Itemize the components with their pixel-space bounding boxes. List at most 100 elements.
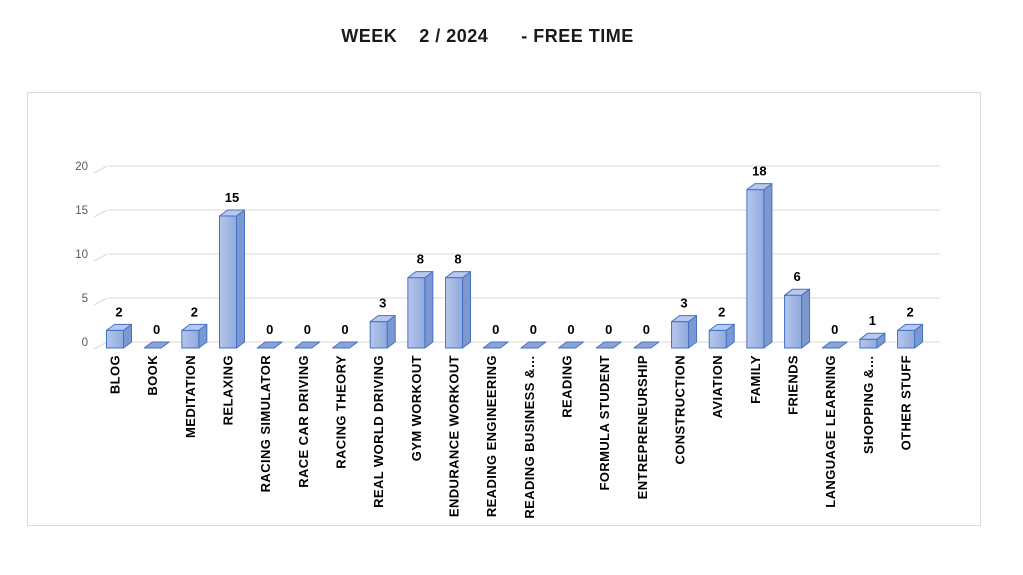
bar-zero-marker — [332, 341, 359, 349]
y-axis-tick-label: 10 — [75, 249, 88, 261]
bar-front-face — [106, 329, 124, 349]
y-axis-tick-label: 0 — [82, 337, 88, 349]
category-label: READING — [560, 355, 575, 418]
bar-front-face — [746, 189, 765, 349]
category-label: RELAXING — [221, 355, 236, 425]
bar-endurance-workout — [445, 271, 472, 349]
bar-other-stuff — [897, 323, 924, 349]
bar-real-world-driving — [369, 315, 396, 349]
category-label: GYM WORKOUT — [409, 355, 424, 461]
gridline-depth-tick — [93, 253, 108, 262]
gridline-depth-tick — [93, 341, 108, 350]
bar-value-label: 0 — [304, 322, 311, 337]
bar-reading-business — [520, 341, 547, 349]
bar-top-face — [859, 332, 886, 340]
bar-zero-marker — [520, 341, 547, 349]
bar-front-face — [708, 329, 727, 349]
bar-family — [746, 183, 773, 349]
bar-top-face — [784, 288, 811, 296]
category-label: FORMULA STUDENT — [597, 355, 612, 491]
bar-zero-marker — [558, 341, 585, 349]
bar-meditation — [181, 323, 208, 349]
category-label: BOOK — [145, 355, 160, 396]
bar-top-face — [106, 323, 132, 331]
gridline-depth-tick — [93, 165, 108, 174]
bar-race-car-driving — [294, 341, 321, 349]
category-label: ENDURANCE WORKOUT — [447, 355, 462, 517]
y-axis-tick-label: 15 — [75, 205, 88, 217]
bar-value-label: 0 — [831, 322, 838, 337]
bar-top-face — [746, 183, 773, 191]
bar-top-face — [897, 323, 924, 331]
bar-value-label: 3 — [680, 296, 687, 311]
bar-aviation — [708, 323, 735, 349]
category-label: RACE CAR DRIVING — [296, 355, 311, 488]
bar-value-label: 6 — [793, 269, 800, 284]
bar-chart-plot: 051015202BLOG0BOOK2MEDITATION15RELAXING0… — [75, 161, 940, 519]
bar-construction — [671, 315, 698, 349]
y-axis-tick-label: 20 — [75, 161, 88, 173]
bar-value-label: 18 — [752, 164, 766, 179]
bar-book — [143, 341, 170, 349]
bar-shopping — [859, 332, 886, 349]
category-label: SHOPPING &… — [861, 355, 876, 454]
bar-reading-engineering — [482, 341, 509, 349]
category-label: READING BUSINESS &… — [522, 355, 537, 519]
bar-blog — [106, 323, 132, 349]
bar-racing-theory — [332, 341, 359, 349]
bar-racing-simulator — [256, 341, 283, 349]
bar-formula-student — [595, 341, 622, 349]
bar-language-learning — [821, 341, 848, 349]
category-label: FAMILY — [748, 355, 763, 404]
bar-gym-workout — [407, 271, 434, 349]
category-label: CONSTRUCTION — [673, 355, 688, 465]
bar-front-face — [671, 321, 690, 349]
bar-top-face — [219, 209, 246, 217]
category-label: OTHER STUFF — [899, 355, 914, 450]
y-axis-tick-label: 5 — [82, 293, 88, 305]
bar-relaxing — [219, 209, 246, 349]
chart-frame: 0 5 10 15 20 2 BLOG 0 BOOK 2 MEDITATION 15 RELAXING 0… — [27, 92, 981, 526]
bar-side-face — [763, 183, 773, 349]
bar-value-label: 0 — [153, 322, 160, 337]
bar-zero-marker — [595, 341, 622, 349]
bar-value-label: 2 — [191, 304, 198, 319]
bar-value-label: 3 — [379, 296, 386, 311]
chart-title: WEEK 2 / 2024 - FREE TIME — [341, 26, 634, 46]
bar-side-face — [462, 271, 472, 349]
bar-side-face — [236, 209, 246, 349]
bar-friends — [784, 288, 811, 349]
bar-value-label: 8 — [417, 252, 424, 267]
bar-value-label: 2 — [906, 304, 913, 319]
bar-zero-marker — [143, 341, 170, 349]
bar-zero-marker — [821, 341, 848, 349]
bar-top-face — [181, 323, 208, 331]
bar-top-face — [708, 323, 735, 331]
category-label: LANGUAGE LEARNING — [823, 355, 838, 508]
category-label: MEDITATION — [183, 355, 198, 438]
bar-reading — [558, 341, 585, 349]
bar-front-face — [859, 338, 878, 349]
gridline-depth-tick — [93, 209, 108, 218]
category-label: BLOG — [108, 355, 123, 394]
bar-top-face — [407, 271, 434, 279]
category-label: RACING SIMULATOR — [258, 355, 273, 493]
bar-value-label: 0 — [605, 322, 612, 337]
bar-value-label: 0 — [530, 322, 537, 337]
category-label: AVIATION — [710, 355, 725, 418]
bar-zero-marker — [482, 341, 509, 349]
category-label: READING ENGINEERING — [484, 355, 499, 517]
bar-front-face — [407, 277, 426, 349]
bar-front-face — [897, 329, 916, 349]
bar-zero-marker — [256, 341, 283, 349]
bar-value-label: 2 — [718, 304, 725, 319]
bar-value-label: 0 — [643, 322, 650, 337]
bar-entrepreneurship — [633, 341, 660, 349]
bar-zero-marker — [633, 341, 660, 349]
bar-value-label: 1 — [869, 313, 876, 328]
bar-top-face — [671, 315, 698, 323]
category-label: ENTREPRENEURSHIP — [635, 355, 650, 499]
bar-value-label: 0 — [341, 322, 348, 337]
bar-value-label: 8 — [454, 252, 461, 267]
